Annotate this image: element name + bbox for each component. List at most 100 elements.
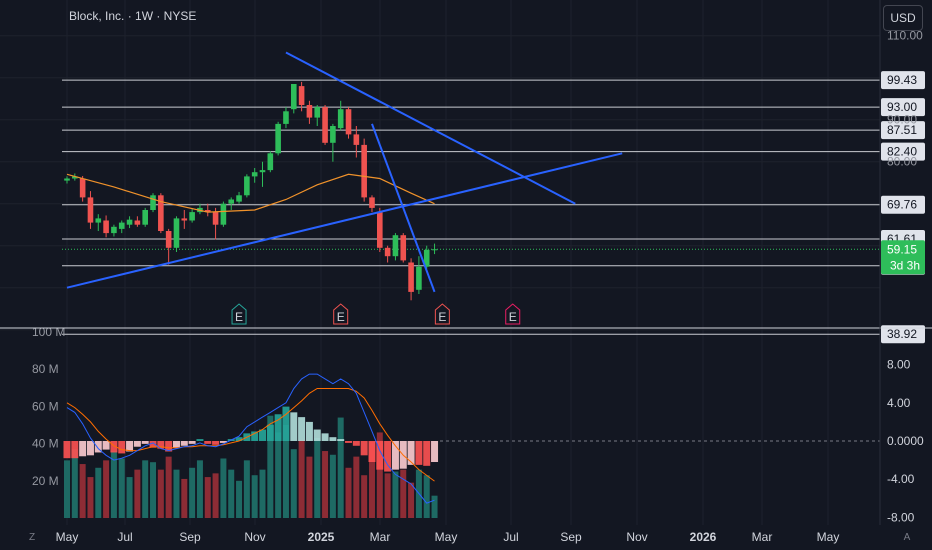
volume-bar	[220, 458, 227, 518]
volume-bar	[204, 477, 211, 518]
histogram-bar	[219, 441, 227, 443]
candle-body	[244, 176, 250, 196]
macd-axis-label: -4.00	[887, 472, 915, 486]
x-tick-label: Sep	[179, 530, 201, 544]
candle-body	[408, 262, 414, 292]
candle-body	[158, 195, 164, 231]
earnings-marker[interactable]: E	[434, 303, 450, 325]
volume-bar	[345, 467, 352, 518]
zoom-toggle-button[interactable]: Z	[28, 531, 36, 543]
volume-bar	[353, 456, 360, 518]
axis-labels: May Jul Sep Nov 2025 Mar May Jul Sep Nov 2026 Mar Ma…	[32, 29, 924, 544]
histogram-bar	[313, 429, 321, 441]
volume-bar	[228, 469, 235, 518]
level-label: 38.92	[887, 327, 917, 341]
horizontal-levels: 99.4393.0087.5182.4069.7661.6155.2338.92…	[62, 71, 925, 344]
level-label-box	[881, 325, 925, 344]
candle-body	[369, 197, 375, 208]
volume-bar	[103, 460, 110, 518]
volume-bar	[173, 469, 180, 518]
macd-axis-label: -8.00	[887, 510, 915, 524]
histogram-bar	[352, 441, 360, 446]
x-tick-label: Sep	[560, 530, 582, 544]
earnings-marker-shape	[505, 303, 521, 325]
volume-bar	[157, 469, 164, 518]
x-tick-label: Mar	[752, 530, 773, 544]
currency-button[interactable]: USD	[883, 5, 923, 31]
signal-line	[66, 388, 435, 482]
earnings-marker[interactable]: E	[505, 303, 521, 325]
candle-body	[103, 220, 109, 234]
volume-bar	[110, 451, 117, 518]
level-label-box	[881, 98, 925, 117]
volume-axis-label: 20 M	[32, 474, 59, 488]
volume-bar	[384, 473, 391, 518]
candle-body	[64, 178, 70, 181]
trendlines[interactable]	[66, 51, 623, 293]
earnings-marker-label: E	[337, 310, 345, 324]
volume-bar	[431, 495, 438, 518]
volume-bar	[64, 460, 70, 518]
histogram-bar	[376, 441, 384, 470]
volume-bar	[71, 449, 78, 518]
earnings-marker-shape	[231, 303, 247, 325]
candle-body	[181, 218, 188, 221]
histogram-bar	[196, 439, 204, 441]
volume-bar	[118, 458, 125, 518]
volume-bar	[392, 471, 399, 518]
earnings-marker-shape	[333, 303, 349, 325]
last-price-box	[881, 240, 925, 275]
candle-body	[79, 178, 86, 198]
volume-bar	[314, 438, 321, 518]
histogram-bar	[118, 441, 126, 454]
histogram-bar	[141, 441, 149, 444]
price-axis-label: 110.00	[887, 29, 923, 43]
histogram-bar	[368, 441, 376, 463]
volume-bar	[259, 469, 266, 518]
level-label: 69.76	[887, 198, 917, 212]
x-tick-label: May	[435, 530, 458, 544]
candle-body	[267, 153, 274, 171]
countdown-label: 3d 3h	[890, 258, 920, 272]
candle-body	[212, 212, 219, 225]
histogram-bar	[71, 441, 79, 459]
auto-scale-button[interactable]: A	[903, 531, 911, 543]
moving-average	[66, 173, 435, 213]
candle-body	[400, 235, 407, 261]
candle-body	[275, 123, 281, 154]
earnings-marker-label: E	[438, 310, 446, 324]
volume-axis-label: 80 M	[32, 362, 59, 376]
trendline-rising-support[interactable]	[66, 152, 623, 289]
histogram-bar	[259, 429, 266, 441]
candle-body	[111, 226, 117, 234]
trendline-steep-descending[interactable]	[371, 123, 436, 293]
histogram-bar	[415, 441, 423, 465]
histogram-bar	[157, 441, 165, 449]
histogram-bar	[337, 439, 345, 441]
earnings-marker[interactable]: E	[231, 303, 247, 325]
candle-body	[345, 109, 352, 135]
trendline-upper-descending[interactable]	[285, 51, 576, 205]
candle-body	[118, 222, 125, 229]
last-price-label: 59.15	[887, 242, 917, 256]
volume-bar	[95, 467, 102, 518]
macd-axis-label: 4.00	[887, 396, 911, 410]
level-label-box	[881, 71, 925, 90]
earnings-marker[interactable]: E	[333, 303, 349, 325]
volume-bar	[361, 475, 368, 518]
volume-bar	[322, 451, 329, 518]
candle-body	[173, 218, 180, 248]
volume-bar	[236, 480, 243, 518]
volume-bar	[267, 415, 274, 518]
volume-bar	[87, 477, 94, 518]
histogram-bar	[110, 441, 118, 453]
level-label: 82.40	[887, 145, 917, 159]
volume-bar	[376, 432, 383, 518]
histogram-bar	[180, 441, 188, 446]
candle-body	[290, 84, 297, 110]
histogram-bar	[63, 441, 71, 459]
volume-axis-label: 100 M	[32, 325, 65, 339]
x-tick-label: 2025	[308, 530, 335, 544]
